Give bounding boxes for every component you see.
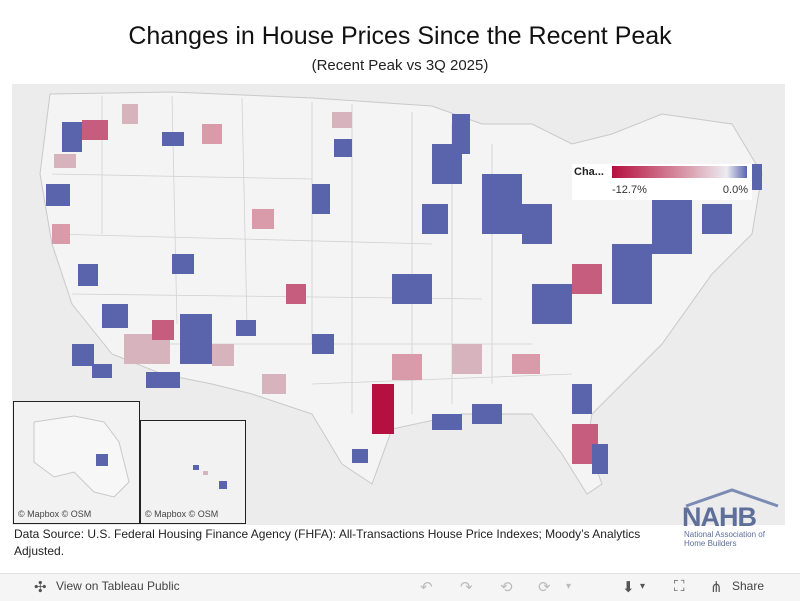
metro-area[interactable] — [78, 264, 98, 286]
metro-area[interactable] — [334, 139, 352, 157]
alaska-inset[interactable]: © Mapbox © OSM — [13, 401, 140, 524]
fullscreen-icon[interactable]: ⛶ — [674, 578, 685, 595]
nahb-logo: NAHB National Association of Home Builde… — [682, 488, 782, 548]
metro-area[interactable] — [180, 314, 212, 364]
redo-icon[interactable]: ↷ — [460, 579, 473, 596]
legend-min-label: -12.7% — [612, 184, 647, 196]
metro-area[interactable] — [96, 454, 108, 466]
metro-area[interactable] — [472, 404, 502, 424]
map-subtitle: (Recent Peak vs 3Q 2025) — [311, 57, 489, 74]
metro-area[interactable] — [262, 374, 286, 394]
metro-area[interactable] — [572, 384, 592, 414]
metro-area[interactable] — [612, 244, 652, 304]
data-source-note: Data Source: U.S. Federal Housing Financ… — [14, 527, 641, 558]
legend-max-label: 0.0% — [722, 184, 748, 196]
metro-area[interactable] — [172, 254, 194, 274]
metro-area[interactable] — [432, 414, 462, 430]
color-legend[interactable]: Cha... -12.7% 0.0% — [572, 164, 752, 200]
metro-area[interactable] — [532, 284, 572, 324]
metro-area[interactable] — [52, 224, 70, 244]
metro-area[interactable] — [512, 354, 540, 374]
metro-area[interactable] — [146, 372, 180, 388]
tableau-toolbar: ✣ View on Tableau Public ↶ ↷ ⟲ ⟳ ▾ ⬇ ▾ ⛶… — [0, 573, 800, 601]
view-on-tableau-link[interactable]: View on Tableau Public — [56, 579, 180, 593]
hawaii-inset[interactable]: © Mapbox © OSM — [140, 420, 246, 524]
metro-regions[interactable] — [46, 104, 762, 474]
metro-area[interactable] — [392, 274, 432, 304]
metro-area[interactable] — [286, 284, 306, 304]
metro-area[interactable] — [372, 384, 394, 434]
metro-area[interactable] — [702, 204, 732, 234]
metro-area[interactable] — [162, 132, 184, 146]
metro-area[interactable] — [152, 320, 174, 340]
chevron-down-icon[interactable]: ▾ — [640, 581, 646, 592]
metro-area[interactable] — [312, 184, 330, 214]
metro-area[interactable] — [122, 104, 138, 124]
chevron-down-icon[interactable]: ▾ — [566, 581, 572, 592]
metro-area[interactable] — [522, 204, 552, 244]
legend-title: Cha... — [574, 166, 604, 178]
metro-area[interactable] — [203, 471, 208, 475]
metro-area[interactable] — [482, 174, 522, 234]
refresh-icon[interactable]: ⟳ — [538, 579, 551, 596]
metro-area[interactable] — [392, 354, 422, 380]
metro-area[interactable] — [46, 184, 70, 206]
metro-area[interactable] — [202, 124, 222, 144]
metro-area[interactable] — [252, 209, 274, 229]
metro-area[interactable] — [92, 364, 112, 378]
metro-area[interactable] — [219, 481, 227, 489]
metro-area[interactable] — [193, 465, 199, 470]
metro-area[interactable] — [236, 320, 256, 336]
undo-icon[interactable]: ↶ — [420, 579, 433, 596]
map-title: Changes in House Prices Since the Recent… — [128, 22, 672, 50]
metro-area[interactable] — [212, 344, 234, 366]
legend-color-ramp — [612, 166, 747, 178]
logo-subtitle: National Association of Home Builders — [684, 530, 765, 548]
metro-area[interactable] — [54, 154, 76, 168]
hawaii-shape — [193, 465, 227, 489]
logo-word: NAHB — [682, 502, 757, 532]
download-icon[interactable]: ⬇ — [622, 579, 635, 596]
share-button[interactable]: Share — [732, 579, 765, 593]
tableau-icon[interactable]: ✣ — [34, 579, 47, 596]
house-roof-icon — [685, 488, 779, 508]
alaska-shape — [33, 415, 130, 498]
metro-area[interactable] — [572, 264, 602, 294]
metro-area[interactable] — [82, 120, 108, 140]
metro-area[interactable] — [352, 449, 368, 463]
alaska-map-credit: © Mapbox © OSM — [18, 509, 92, 519]
metro-area[interactable] — [62, 122, 82, 152]
metro-area[interactable] — [452, 114, 470, 154]
metro-area[interactable] — [312, 334, 334, 354]
metro-area[interactable] — [332, 112, 352, 128]
metro-area[interactable] — [102, 304, 128, 328]
revert-icon[interactable]: ⟲ — [500, 579, 513, 596]
share-icon[interactable]: ⋔ — [710, 579, 723, 596]
hawaii-map-credit: © Mapbox © OSM — [145, 509, 219, 519]
metro-area[interactable] — [452, 344, 482, 374]
metro-area[interactable] — [422, 204, 448, 234]
metro-area[interactable] — [592, 444, 608, 474]
metro-area[interactable] — [72, 344, 94, 366]
